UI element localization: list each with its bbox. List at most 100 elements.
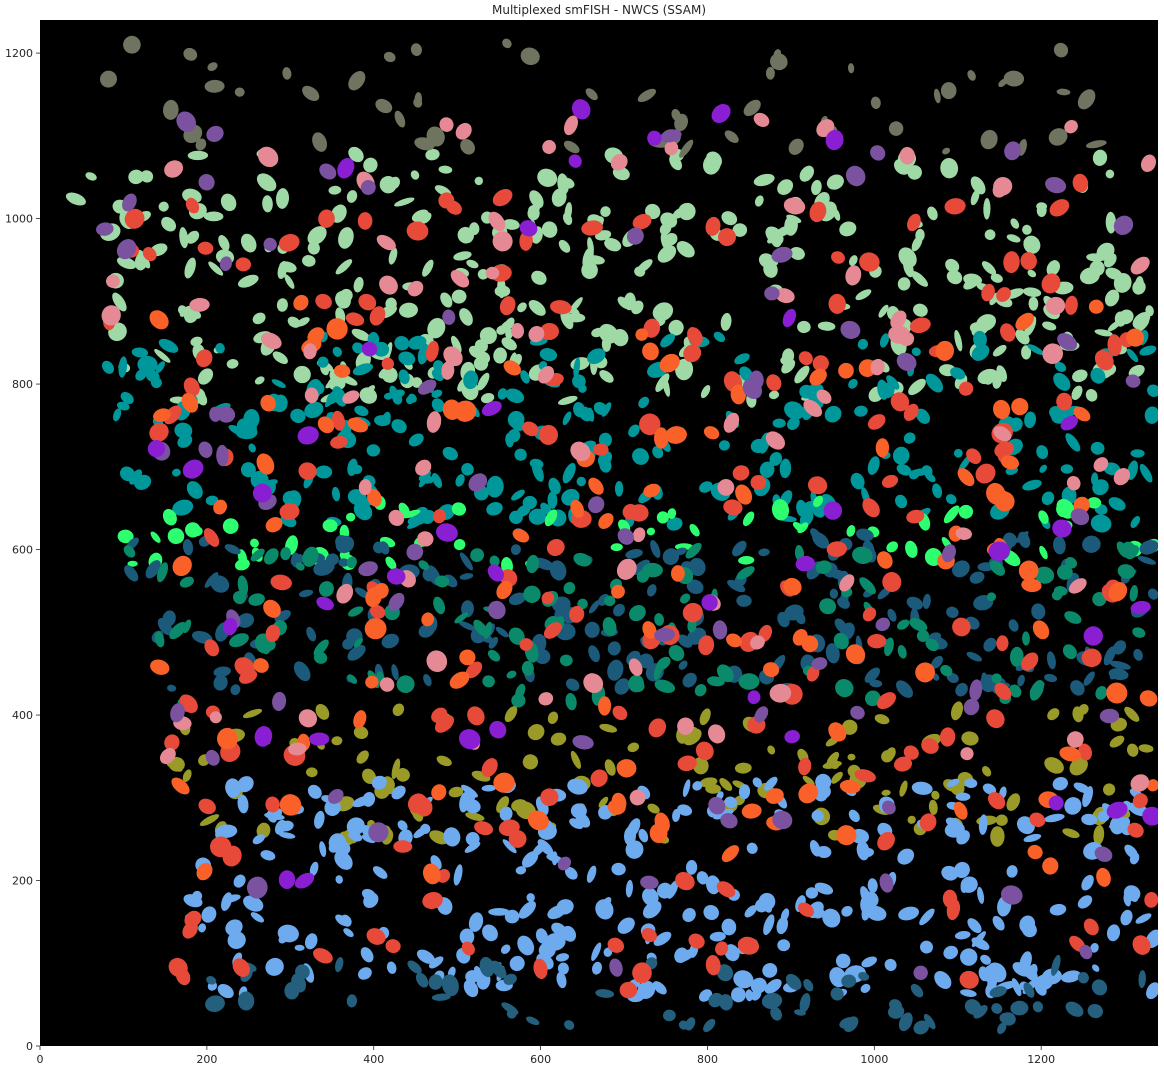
- cell-blob: [420, 823, 431, 835]
- cell-blob: [886, 541, 899, 553]
- cell-blob: [607, 641, 621, 656]
- cell-blob: [345, 312, 365, 326]
- cell-blob: [1071, 385, 1083, 400]
- cell-blob: [1130, 600, 1151, 615]
- cell-blob: [356, 750, 369, 764]
- cell-blob: [217, 984, 234, 999]
- cell-blob: [784, 401, 805, 420]
- cell-blob: [623, 826, 637, 846]
- cell-blob: [263, 237, 277, 252]
- cell-blob: [1038, 510, 1049, 525]
- cell-blob: [639, 413, 661, 436]
- cell-blob: [487, 649, 501, 662]
- cell-blob: [707, 676, 725, 687]
- cell-blob: [198, 923, 207, 933]
- cell-blob: [506, 670, 517, 679]
- cell-blob: [99, 70, 118, 88]
- cell-blob: [384, 783, 395, 795]
- cell-blob: [494, 285, 511, 298]
- cell-blob: [386, 568, 406, 585]
- cell-blob: [477, 372, 490, 391]
- cell-blob: [425, 340, 439, 362]
- cell-blob: [186, 230, 200, 244]
- cell-blob: [903, 432, 916, 444]
- cell-blob: [997, 1022, 1007, 1035]
- cell-blob: [988, 541, 1011, 561]
- cell-blob: [950, 701, 964, 721]
- cell-blob: [1089, 260, 1105, 277]
- cell-blob: [488, 908, 510, 916]
- cell-blob: [254, 376, 265, 385]
- cell-blob: [1125, 374, 1141, 388]
- cell-blob: [443, 346, 463, 367]
- cell-blob: [164, 734, 180, 751]
- cell-blob: [1090, 367, 1106, 384]
- cell-blob: [1117, 564, 1136, 579]
- cell-blob: [862, 498, 880, 518]
- cell-blob: [227, 931, 246, 949]
- cell-blob: [149, 422, 169, 442]
- cell-blob: [616, 759, 637, 778]
- cell-blob: [386, 961, 397, 974]
- cell-blob: [1044, 813, 1065, 823]
- cell-blob: [372, 866, 388, 879]
- cell-blob: [685, 542, 702, 559]
- cell-blob: [896, 352, 917, 372]
- cell-blob: [1133, 648, 1143, 661]
- cell-blob: [970, 176, 986, 195]
- cell-blob: [953, 448, 963, 458]
- cell-blob: [563, 582, 576, 595]
- y-tick-label: 0: [26, 1040, 33, 1053]
- cell-blob: [735, 484, 753, 505]
- cell-blob: [253, 658, 269, 673]
- cell-blob: [383, 51, 396, 63]
- cell-blob: [347, 417, 368, 433]
- cell-blob: [106, 274, 120, 288]
- cell-blob: [1090, 942, 1099, 953]
- cell-blob: [881, 382, 895, 399]
- cell-blob: [120, 392, 134, 404]
- cell-blob: [198, 798, 216, 815]
- cell-blob: [960, 948, 978, 966]
- cell-blob: [916, 629, 930, 642]
- cell-blob: [431, 473, 443, 488]
- cell-blob: [921, 738, 939, 754]
- cell-blob: [777, 179, 794, 195]
- cell-blob: [628, 658, 643, 676]
- cell-blob: [1090, 441, 1105, 455]
- cell-blob: [551, 188, 567, 207]
- cell-blob: [1140, 154, 1157, 173]
- cell-blob: [736, 566, 755, 580]
- cell-blob: [1036, 445, 1049, 460]
- cell-blob: [318, 581, 334, 597]
- cell-blob: [543, 622, 562, 639]
- cell-blob: [199, 814, 220, 827]
- cell-blob: [826, 541, 847, 557]
- cell-blob: [718, 228, 736, 247]
- cell-blob: [1060, 415, 1079, 431]
- cell-blob: [195, 138, 207, 151]
- cell-blob: [845, 644, 866, 665]
- cell-blob: [1053, 42, 1069, 58]
- cell-blob: [886, 375, 900, 390]
- cell-blob: [1045, 176, 1067, 194]
- cell-blob: [250, 538, 259, 548]
- cell-blob: [570, 803, 587, 819]
- cell-blob: [1132, 627, 1146, 638]
- cell-blob: [388, 247, 398, 265]
- cell-blob: [348, 146, 364, 163]
- cell-blob: [201, 906, 217, 923]
- cell-blob: [506, 1008, 517, 1019]
- cell-blob: [885, 747, 896, 761]
- cell-blob: [682, 602, 703, 623]
- cell-blob: [648, 718, 667, 738]
- cell-blob: [365, 675, 379, 689]
- cell-blob: [657, 245, 677, 263]
- cell-blob: [647, 130, 662, 146]
- cell-blob: [117, 529, 134, 544]
- cell-blob: [496, 580, 513, 600]
- cell-blob: [252, 483, 272, 503]
- cell-blob: [591, 961, 603, 975]
- cell-blob: [765, 788, 784, 804]
- cell-blob: [307, 226, 327, 245]
